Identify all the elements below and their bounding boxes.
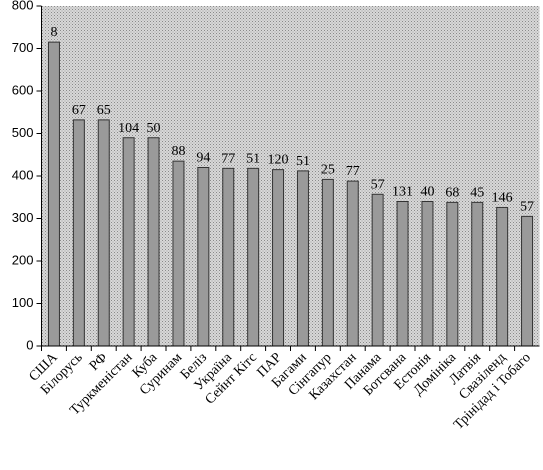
rank-label: 67	[72, 103, 86, 118]
rank-label: 57	[520, 199, 534, 214]
bar	[346, 180, 359, 347]
y-tick-label: 500	[12, 125, 34, 140]
y-tick-label: 200	[12, 252, 34, 267]
y-tick-label: 400	[12, 167, 34, 182]
rank-label: 8	[50, 25, 57, 40]
rank-label: 51	[296, 154, 310, 169]
rank-label: 120	[268, 153, 289, 168]
bar	[72, 119, 85, 347]
y-tick-label: 0	[26, 337, 33, 352]
y-tick-label: 100	[12, 295, 34, 310]
bar	[247, 167, 260, 347]
rank-label: 77	[221, 151, 235, 166]
bar	[296, 170, 309, 347]
bar	[197, 167, 210, 347]
bar	[47, 41, 60, 347]
rank-label: 68	[445, 185, 459, 200]
bar	[122, 137, 135, 347]
bar	[521, 215, 534, 347]
bar	[172, 160, 185, 347]
bar	[446, 201, 459, 347]
bar	[321, 178, 334, 347]
rank-label: 77	[346, 164, 360, 179]
bar	[272, 169, 285, 347]
rank-label: 65	[97, 103, 111, 118]
rank-label: 51	[246, 151, 260, 166]
bar	[147, 137, 160, 347]
rank-label: 104	[118, 121, 139, 136]
rank-label: 57	[371, 177, 385, 192]
bar	[222, 167, 235, 347]
y-tick-label: 800	[12, 0, 34, 12]
plot-area	[41, 6, 540, 346]
rank-label: 131	[392, 185, 413, 200]
rank-label: 50	[147, 121, 161, 136]
rank-label: 146	[492, 190, 513, 205]
rank-label: 40	[420, 185, 434, 200]
bar	[396, 201, 409, 347]
bar	[421, 201, 434, 347]
y-tick-label: 300	[12, 210, 34, 225]
rank-label: 45	[470, 185, 484, 200]
rank-label: 25	[321, 162, 335, 177]
bar	[471, 201, 484, 347]
rank-label: 88	[171, 144, 185, 159]
bar	[496, 206, 509, 347]
y-tick-label: 700	[12, 40, 34, 55]
rank-label: 94	[196, 151, 210, 166]
bar	[97, 119, 110, 347]
bar	[371, 193, 384, 347]
y-tick-label: 600	[12, 82, 34, 97]
